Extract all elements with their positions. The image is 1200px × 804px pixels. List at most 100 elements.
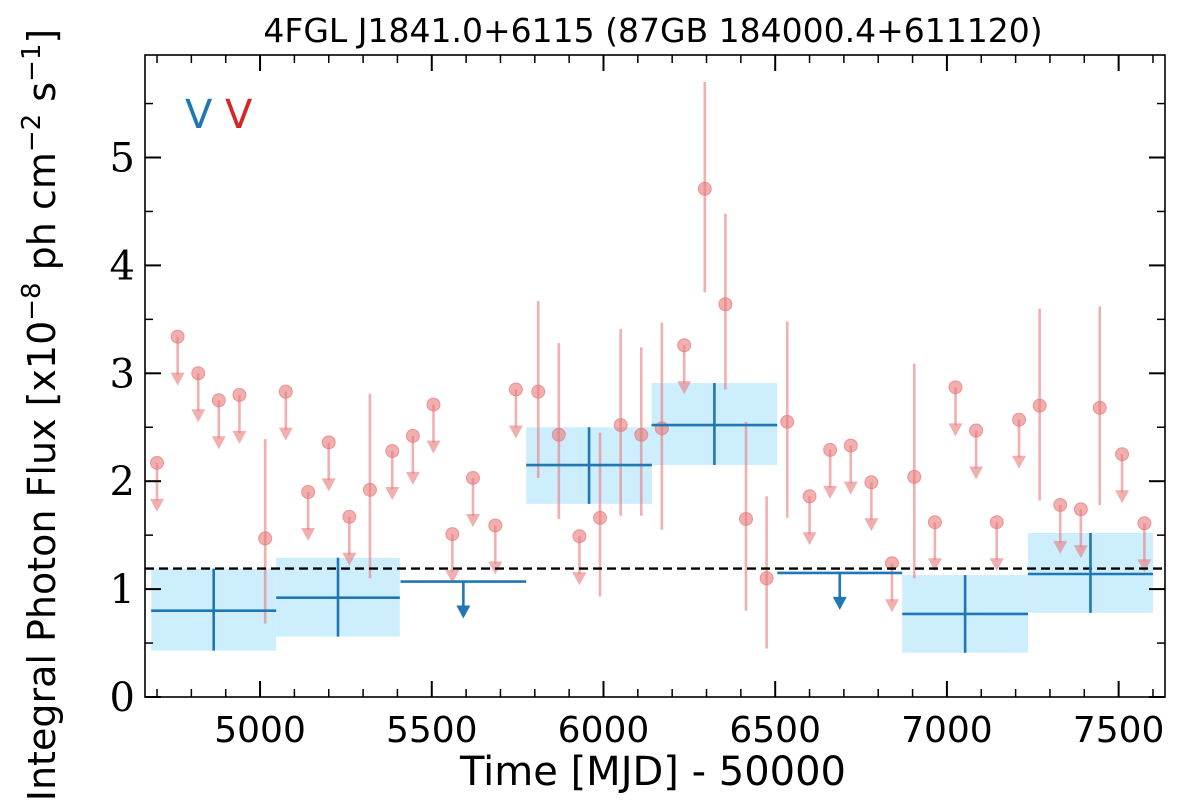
- upper-limit-arrowhead: [1073, 545, 1088, 559]
- binned-upper-limit-arrowhead: [832, 596, 847, 610]
- data-point: [613, 418, 628, 433]
- data-point: [150, 455, 165, 470]
- y-tick-label: 0: [110, 675, 135, 721]
- chart-title: 4FGL J1841.0+6115 (87GB 184000.4+611120): [263, 11, 1042, 50]
- data-point: [170, 329, 185, 344]
- data-point: [342, 509, 357, 524]
- data-point: [1092, 400, 1107, 415]
- data-point: [969, 423, 984, 438]
- data-point: [232, 387, 247, 402]
- y-tick-label: 4: [110, 243, 135, 289]
- data-point: [1073, 502, 1088, 517]
- upper-limit-arrowhead: [1115, 490, 1130, 504]
- plot-layer: [145, 81, 1165, 653]
- x-tick-label: 7000: [901, 710, 993, 751]
- binned-upper-limit-arrowhead: [456, 605, 471, 619]
- data-point: [823, 442, 838, 457]
- upper-limit-arrowhead: [445, 570, 460, 584]
- upper-limit-arrowhead: [1053, 540, 1068, 554]
- axes-layer: 5000 5500 6000 6500 7000 7500 0 1 2 3 4 5: [110, 55, 1165, 751]
- data-point: [445, 527, 460, 542]
- data-point: [1137, 516, 1152, 531]
- data-point: [697, 181, 712, 196]
- data-point: [802, 489, 817, 504]
- data-point: [593, 510, 608, 525]
- legend-label: V: [185, 92, 213, 138]
- y-axis-label: Integral Photon Flux [x10−8 ph cm−2 s−1]: [17, 29, 64, 800]
- data-point: [508, 382, 523, 397]
- data-point: [864, 475, 879, 490]
- upper-limit-arrowhead: [405, 471, 420, 485]
- data-point: [385, 443, 400, 458]
- data-point: [718, 297, 733, 312]
- upper-limit-arrowhead: [342, 552, 357, 566]
- upper-limit-arrowhead: [927, 558, 942, 572]
- upper-limit-arrowhead: [278, 427, 293, 441]
- upper-limit-arrowhead: [802, 532, 817, 546]
- upper-limit-arrowhead: [508, 425, 523, 439]
- upper-limit-arrowhead: [864, 518, 879, 532]
- data-point: [191, 366, 206, 381]
- upper-limit-arrowhead: [191, 409, 206, 423]
- data-point: [362, 482, 377, 497]
- upper-limit-arrowhead: [823, 485, 838, 499]
- data-point: [426, 397, 441, 412]
- data-point: [321, 435, 336, 450]
- upper-limit-arrowhead: [989, 558, 1004, 572]
- upper-limit-arrowhead: [170, 372, 185, 386]
- data-point: [739, 511, 754, 526]
- data-point: [1012, 412, 1027, 427]
- upper-limit-arrowhead: [843, 481, 858, 495]
- upper-limit-arrowhead: [301, 527, 316, 541]
- y-tick-label: 3: [110, 351, 135, 397]
- data-point: [1115, 447, 1130, 462]
- data-point: [927, 515, 942, 530]
- x-tick-label: 6000: [558, 710, 650, 751]
- data-point: [531, 384, 546, 399]
- data-point: [258, 531, 273, 546]
- data-point: [948, 380, 963, 395]
- x-tick-label: 5500: [386, 710, 478, 751]
- x-tick-label: 6500: [729, 710, 821, 751]
- data-point: [1053, 497, 1068, 512]
- data-point: [572, 529, 587, 544]
- data-point: [634, 427, 649, 442]
- y-tick-label: 5: [110, 136, 135, 182]
- data-point: [989, 515, 1004, 530]
- data-point: [780, 414, 795, 429]
- data-point: [551, 427, 566, 442]
- upper-limit-arrowhead: [211, 436, 226, 450]
- x-tick-label: 5000: [214, 710, 306, 751]
- y-tick-label: 2: [110, 459, 135, 505]
- upper-limit-arrowhead: [321, 478, 336, 492]
- data-point: [843, 438, 858, 453]
- data-point: [1032, 398, 1047, 413]
- upper-limit-arrowhead: [385, 486, 400, 500]
- upper-limit-arrowhead: [426, 440, 441, 454]
- data-point: [278, 384, 293, 399]
- data-point: [907, 469, 922, 484]
- x-tick-label: 7500: [1073, 710, 1165, 751]
- data-point: [301, 484, 316, 499]
- upper-limit-arrowhead: [1012, 455, 1027, 469]
- x-axis-label: Time [MJD] - 50000: [459, 749, 846, 795]
- data-point: [405, 428, 420, 443]
- data-point: [488, 518, 503, 533]
- data-point: [759, 571, 774, 586]
- data-point: [677, 338, 692, 353]
- data-point: [465, 470, 480, 485]
- data-point: [654, 421, 669, 436]
- upper-limit-arrowhead: [884, 599, 899, 613]
- upper-limit-arrowhead: [969, 466, 984, 480]
- plot-frame: [144, 54, 1166, 698]
- upper-limit-arrowhead: [465, 513, 480, 527]
- upper-limit-arrowhead: [1137, 559, 1152, 573]
- data-point: [211, 393, 226, 408]
- upper-limit-arrowhead: [232, 430, 247, 444]
- legend-label: V: [225, 92, 253, 138]
- upper-limit-arrowhead: [572, 572, 587, 586]
- y-tick-label: 1: [110, 567, 135, 613]
